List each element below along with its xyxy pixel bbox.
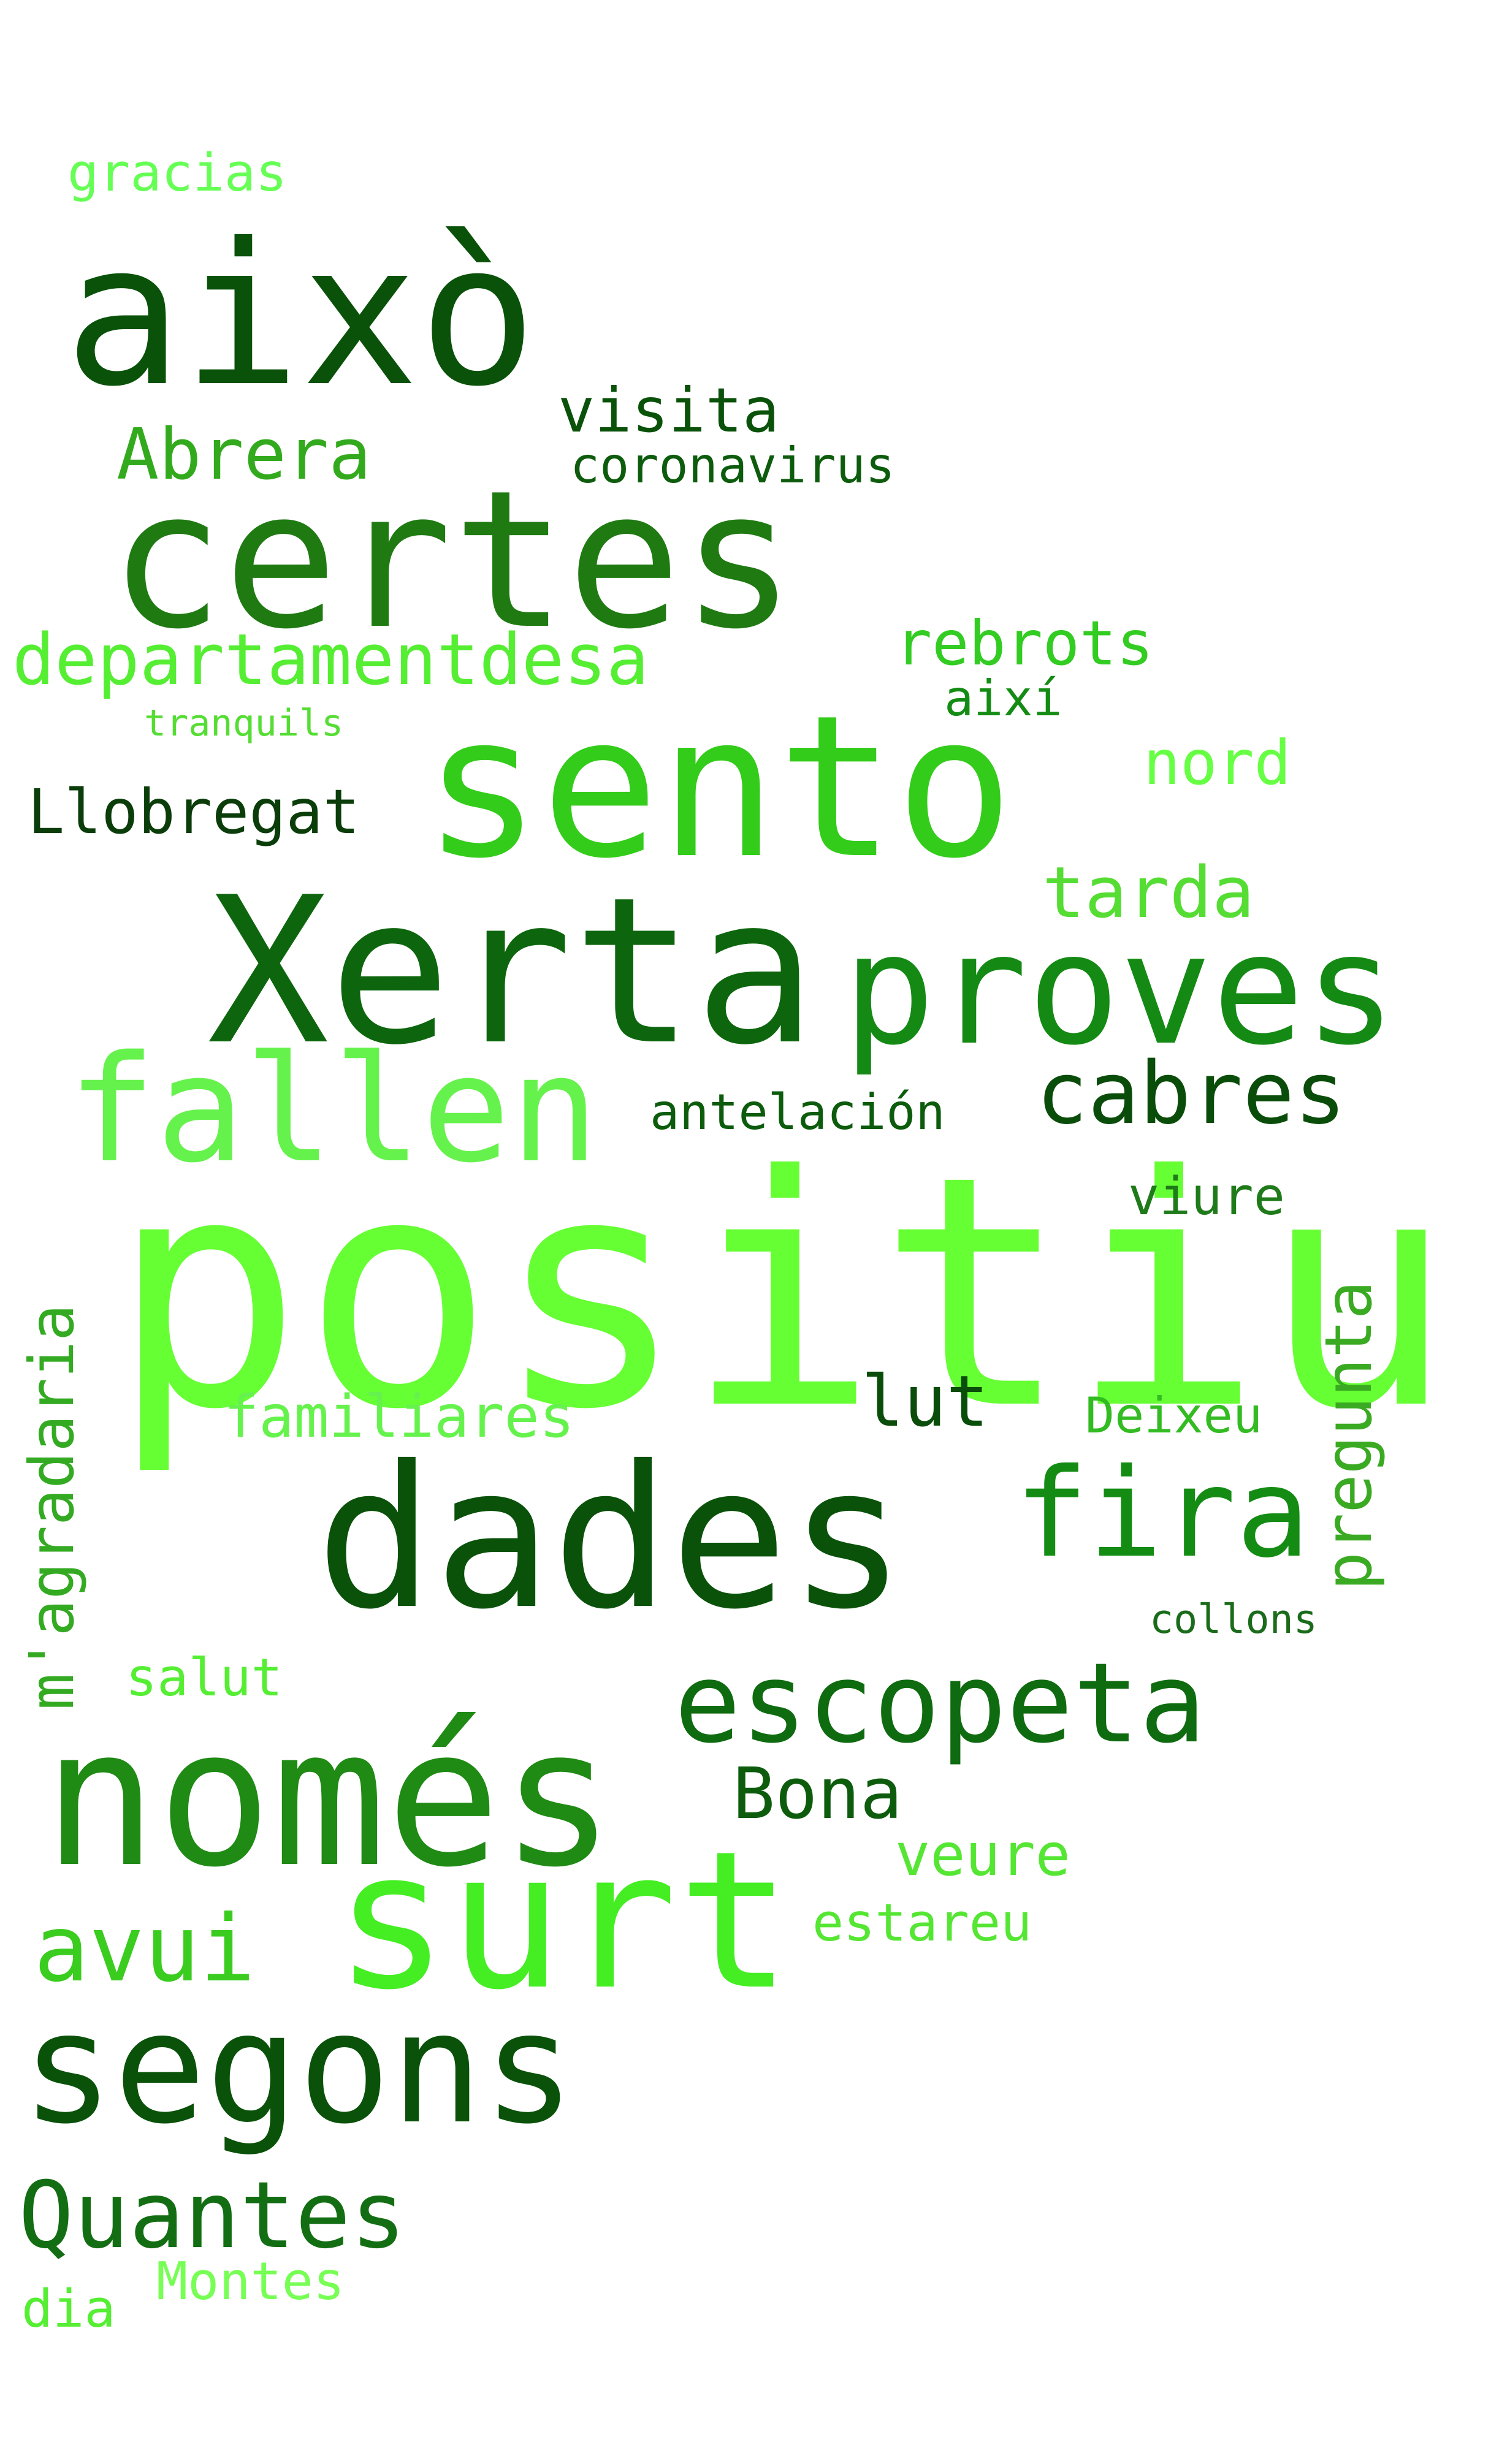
- word-xerta: Xerta: [207, 854, 817, 1089]
- word-visita: visita: [558, 375, 780, 446]
- word-deixeu: Deixeu: [1085, 1387, 1262, 1444]
- word-abrera: Abrera: [116, 414, 372, 496]
- word-rebrots: rebrots: [895, 607, 1154, 679]
- word-segons: segons: [21, 1979, 576, 2158]
- word-fira: fira: [1015, 1442, 1310, 1585]
- word-veure: veure: [895, 1822, 1070, 1889]
- word-familiares: familiares: [224, 1383, 574, 1451]
- word-departamentdesa: departamentdesa: [12, 619, 649, 701]
- word-tranquils: tranquils: [144, 702, 344, 745]
- word-viure: viure: [1128, 1166, 1285, 1227]
- word-fallen: fallen: [67, 1024, 599, 1195]
- word-magradaria: m'agradaria: [16, 1304, 88, 1710]
- word-aixi: així: [944, 670, 1062, 727]
- word-nord: nord: [1143, 727, 1291, 799]
- word-montes: Montes: [156, 2251, 345, 2312]
- word-dia: dia: [21, 2279, 116, 2340]
- word-escopeta: escopeta: [674, 1640, 1206, 1768]
- word-bona: Bona: [733, 1753, 902, 1835]
- word-gracias: gracias: [67, 143, 288, 203]
- word-cabres: cabres: [1036, 1044, 1346, 1144]
- word-quantes: Quantes: [18, 2162, 406, 2269]
- word-positiu: positiu: [110, 1108, 1454, 1479]
- word-avui: avui: [34, 1896, 256, 2002]
- word-proves: proves: [843, 900, 1397, 1079]
- word-coronavirus: coronavirus: [570, 437, 895, 494]
- word-antelacion: antelación: [650, 1084, 945, 1141]
- word-certes: certes: [109, 450, 796, 671]
- word-lut: lut: [861, 1361, 989, 1443]
- word-pregunta: pregunta: [1311, 1280, 1386, 1591]
- word-aixo: això: [64, 202, 537, 430]
- word-llobregat: Llobregat: [28, 776, 360, 848]
- word-dades: dades: [316, 1424, 907, 1652]
- word-salut: salut: [126, 1648, 283, 1708]
- word-nomes: només: [43, 1688, 616, 1909]
- word-tarda: tarda: [1042, 852, 1255, 934]
- word-surt: surt: [334, 1811, 792, 2032]
- word-estareu: estareu: [812, 1893, 1032, 1953]
- word-sento: sento: [423, 674, 1014, 902]
- word-collons: collons: [1150, 1597, 1317, 1643]
